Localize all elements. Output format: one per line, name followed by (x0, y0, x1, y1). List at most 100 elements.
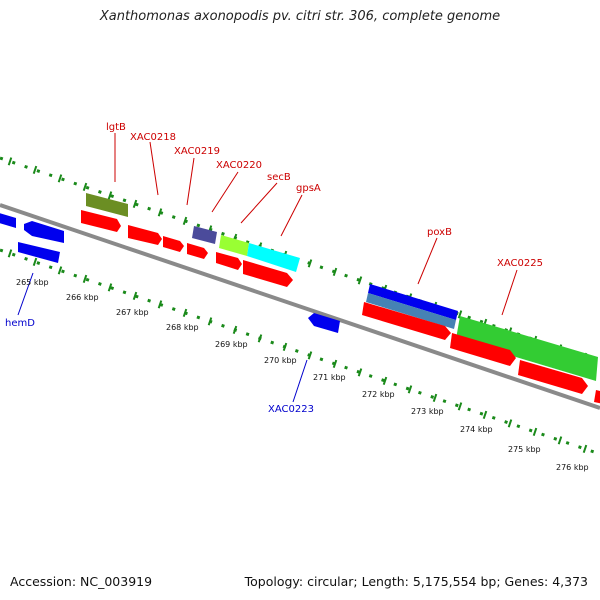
XAC0225-feature[interactable] (456, 316, 598, 381)
secB-feature[interactable] (219, 235, 249, 256)
label-leader-lines (17, 133, 518, 403)
gene-feature-red[interactable] (128, 225, 162, 245)
scale-label: 267 kbp (116, 308, 149, 317)
gene-label-XAC0218[interactable]: XAC0218 (130, 132, 176, 143)
leader-XAC0223 (292, 359, 308, 403)
leader-XAC0220 (211, 171, 239, 213)
gene-feature-red[interactable] (163, 236, 184, 252)
leader-secB (240, 182, 278, 224)
XAC0220-feature[interactable] (192, 226, 217, 244)
leader-gpsA (280, 194, 303, 237)
gene-feature-steel[interactable] (366, 293, 456, 329)
scale-label: 270 kbp (264, 356, 297, 365)
inner-major-tick (282, 342, 288, 352)
gene-label-XAC0219[interactable]: XAC0219 (174, 146, 220, 157)
inner-major-tick (307, 351, 313, 360)
map-title: Xanthomonas axonopodis pv. citri str. 30… (99, 9, 501, 24)
outer-major-tick (132, 199, 138, 209)
inner-major-tick (107, 283, 113, 292)
gene-feature-blue[interactable] (24, 221, 64, 243)
inner-tick-ring (0, 248, 600, 456)
gene-label-hemD[interactable]: hemD (5, 318, 35, 329)
gene-label-XAC0225[interactable]: XAC0225 (497, 258, 543, 269)
inner-major-tick (332, 359, 338, 369)
gene-labels: lgtB XAC0218 XAC0219 XAC0220 secB gpsA p… (5, 122, 543, 415)
scale-labels: 265 kbp 266 kbp 267 kbp 268 kbp 269 kbp … (16, 278, 589, 472)
outer-major-tick (7, 157, 13, 166)
inner-major-tick (182, 308, 188, 318)
gene-feature-blue[interactable] (0, 212, 16, 228)
inner-major-tick (532, 427, 538, 437)
inner-major-tick (432, 393, 438, 403)
leader-hemD (17, 272, 34, 316)
accession-info: Accession: NC_003919 (10, 574, 153, 589)
inner-major-tick (257, 334, 263, 343)
outer-tick-ring (0, 156, 600, 364)
inner-major-tick (132, 291, 138, 301)
scale-label: 265 kbp (16, 278, 49, 287)
gene-label-secB[interactable]: secB (267, 172, 291, 183)
outer-major-tick (157, 208, 163, 217)
outer-major-tick (107, 191, 113, 200)
inner-major-tick (357, 368, 363, 377)
outer-major-tick (307, 259, 313, 268)
outer-major-tick (332, 267, 338, 277)
outer-major-tick (182, 216, 188, 226)
inner-major-tick (507, 419, 513, 428)
inner-major-tick (57, 266, 63, 275)
scale-label: 274 kbp (460, 425, 493, 434)
outer-major-tick (32, 165, 38, 175)
gene-feature-red[interactable] (81, 210, 121, 232)
inner-major-tick (207, 317, 213, 326)
inner-major-tick (582, 444, 588, 454)
XAC0223-feature[interactable] (308, 313, 340, 333)
inner-major-tick (557, 436, 563, 445)
poxB-feature[interactable] (368, 284, 458, 320)
gene-feature-blue[interactable] (18, 242, 60, 263)
lgtB-feature[interactable] (86, 193, 128, 217)
reverse-strand-features (308, 313, 340, 333)
gene-feature-red[interactable] (518, 360, 588, 394)
leader-XAC0218 (149, 141, 159, 196)
inner-major-tick (82, 274, 88, 284)
inner-major-tick (482, 410, 488, 420)
scale-label: 272 kbp (362, 390, 395, 399)
outer-major-tick (82, 182, 88, 192)
gene-feature-red[interactable] (594, 390, 600, 404)
inner-major-tick (157, 300, 163, 309)
gene-label-gpsA[interactable]: gpsA (296, 183, 321, 194)
gene-feature-red[interactable] (362, 302, 451, 340)
scale-label: 275 kbp (508, 445, 541, 454)
leader-XAC0225 (501, 269, 518, 316)
scale-label: 268 kbp (166, 323, 199, 332)
inner-major-tick (232, 325, 238, 335)
inner-major-tick (32, 257, 38, 267)
gene-feature-red[interactable] (216, 252, 242, 270)
gene-label-poxB[interactable]: poxB (427, 227, 452, 238)
outer-major-tick (357, 276, 363, 285)
inner-major-tick (382, 376, 388, 386)
genome-summary: Topology: circular; Length: 5,175,554 bp… (244, 574, 588, 589)
scale-label: 273 kbp (411, 407, 444, 416)
gpsA-feature[interactable] (247, 243, 300, 272)
leader-XAC0219 (186, 157, 195, 206)
gene-label-lgtB[interactable]: lgtB (106, 122, 126, 133)
leader-poxB (417, 237, 438, 285)
scale-label: 266 kbp (66, 293, 99, 302)
inner-major-tick (407, 385, 413, 394)
forward-strand-features (0, 193, 600, 404)
genome-backbone (0, 203, 600, 410)
gene-label-XAC0220[interactable]: XAC0220 (216, 160, 262, 171)
scale-label: 276 kbp (556, 463, 589, 472)
outer-major-tick (57, 174, 63, 183)
outer-major-tick (457, 310, 463, 319)
gene-feature-red[interactable] (243, 260, 293, 287)
gene-feature-red[interactable] (187, 243, 208, 259)
gene-feature-red[interactable] (450, 333, 516, 366)
gene-label-XAC0223[interactable]: XAC0223 (268, 404, 314, 415)
scale-label: 269 kbp (215, 340, 248, 349)
inner-major-tick (7, 249, 13, 258)
scale-label: 271 kbp (313, 373, 346, 382)
